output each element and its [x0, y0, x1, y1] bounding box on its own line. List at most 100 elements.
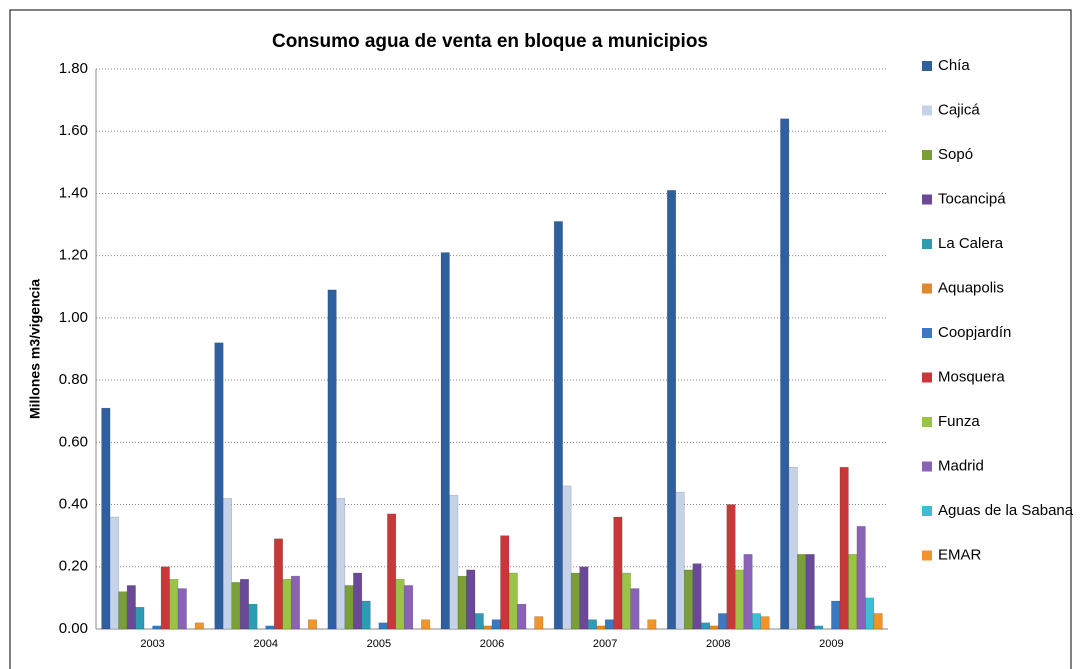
- legend-label: Aquapolis: [938, 279, 1004, 296]
- bar: [647, 619, 657, 630]
- bar: [579, 566, 589, 630]
- y-tick-label: 1.20: [59, 247, 88, 264]
- bar: [500, 535, 510, 630]
- bar: [604, 619, 614, 630]
- bar: [848, 554, 858, 630]
- bar: [231, 582, 241, 630]
- bar: [327, 289, 337, 630]
- y-tick-label: 0.20: [59, 558, 88, 575]
- y-tick-label: 1.40: [59, 184, 88, 201]
- bar: [265, 625, 275, 630]
- bar: [378, 622, 388, 630]
- legend-swatch: [922, 328, 932, 338]
- bar: [553, 221, 563, 630]
- x-tick-label: 2006: [480, 638, 504, 650]
- y-tick-label: 1.80: [59, 60, 88, 77]
- bar: [336, 498, 346, 630]
- bar: [517, 603, 527, 630]
- bar: [387, 513, 397, 630]
- bar: [248, 603, 258, 630]
- bar: [449, 494, 459, 630]
- bar: [457, 575, 467, 630]
- legend-swatch: [922, 239, 932, 249]
- legend-swatch: [922, 372, 932, 383]
- bar: [780, 118, 790, 630]
- x-tick-label: 2008: [706, 638, 730, 650]
- y-tick-label: 0.00: [59, 620, 88, 637]
- legend-swatch: [922, 150, 932, 160]
- bar: [726, 504, 736, 630]
- bar: [222, 498, 232, 630]
- bar: [290, 575, 300, 630]
- bar: [873, 613, 883, 630]
- legend-swatch: [922, 461, 932, 472]
- legend-label: Cajicá: [938, 101, 980, 118]
- legend-label: Aguas de la Sabana: [938, 502, 1074, 519]
- bar: [194, 622, 204, 630]
- y-tick-label: 0.80: [59, 371, 88, 388]
- bar: [630, 588, 640, 630]
- bar: [587, 619, 597, 630]
- y-tick-label: 1.00: [59, 309, 88, 326]
- bar: [865, 597, 875, 630]
- bar: [701, 622, 711, 630]
- bar: [307, 619, 317, 630]
- legend-swatch: [922, 105, 932, 116]
- bar: [160, 566, 170, 630]
- bar: [718, 613, 728, 630]
- legend-swatch: [922, 417, 932, 427]
- bar: [743, 554, 753, 630]
- legend-label: Chía: [938, 57, 970, 74]
- legend-label: Sopó: [938, 146, 973, 163]
- legend-swatch: [922, 283, 932, 294]
- bar: [109, 516, 119, 630]
- bar: [353, 572, 363, 630]
- bar: [856, 526, 866, 630]
- bar: [177, 588, 187, 630]
- bar: [101, 407, 111, 630]
- bar: [395, 578, 405, 630]
- legend-swatch: [922, 506, 932, 516]
- bar: [421, 619, 431, 630]
- bar: [613, 516, 623, 630]
- chart-border: [9, 9, 1072, 669]
- bar: [684, 569, 694, 630]
- bar: [474, 613, 484, 630]
- bar: [282, 578, 292, 630]
- bar: [440, 252, 450, 630]
- legend-label: Tocancipá: [938, 190, 1006, 207]
- x-tick-label: 2004: [253, 638, 277, 650]
- x-tick-label: 2009: [819, 638, 843, 650]
- x-tick-label: 2005: [367, 638, 391, 650]
- bar: [596, 625, 606, 630]
- legend-label: Mosquera: [938, 368, 1005, 385]
- bar: [562, 485, 572, 630]
- bar: [126, 585, 136, 630]
- bar: [404, 585, 414, 630]
- chart-title: Consumo agua de venta en bloque a munici…: [272, 31, 708, 52]
- bar: [570, 572, 580, 630]
- bar: [152, 625, 162, 630]
- legend-label: Madrid: [938, 457, 984, 474]
- y-axis-label: Millones m3/vigencia: [27, 279, 43, 419]
- bar: [692, 563, 702, 630]
- bar: [491, 619, 501, 630]
- bar: [344, 585, 354, 630]
- bar: [805, 554, 815, 630]
- bar: [839, 466, 849, 630]
- bar: [135, 606, 145, 630]
- bar: [239, 578, 249, 630]
- y-tick-label: 0.60: [59, 433, 88, 450]
- bar: [667, 190, 677, 630]
- legend-swatch: [922, 550, 932, 561]
- bar: [118, 591, 128, 630]
- bar: [709, 625, 719, 630]
- bar: [169, 578, 179, 630]
- x-tick-label: 2003: [140, 638, 164, 650]
- legend-swatch: [922, 194, 932, 205]
- legend-swatch: [922, 61, 932, 71]
- bar: [752, 613, 762, 630]
- bar: [797, 554, 807, 630]
- y-tick-label: 0.40: [59, 496, 88, 513]
